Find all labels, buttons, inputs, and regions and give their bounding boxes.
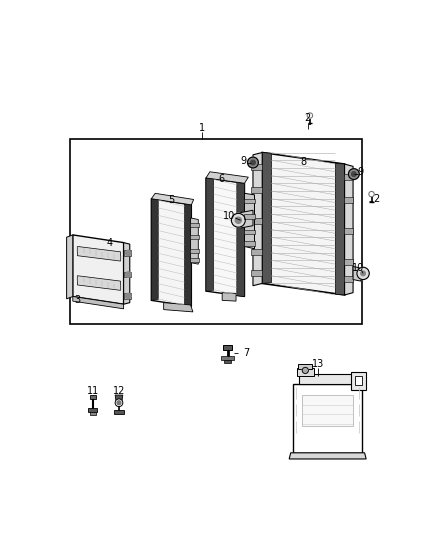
Polygon shape <box>115 395 123 400</box>
Bar <box>90 412 96 415</box>
Polygon shape <box>151 199 158 301</box>
Polygon shape <box>253 152 262 286</box>
Polygon shape <box>336 163 345 295</box>
Polygon shape <box>67 235 73 299</box>
Polygon shape <box>184 204 191 306</box>
Polygon shape <box>351 372 366 390</box>
Polygon shape <box>222 293 236 301</box>
Bar <box>244 241 255 246</box>
Bar <box>70 140 362 324</box>
Circle shape <box>126 251 131 256</box>
Bar <box>251 270 262 277</box>
Circle shape <box>126 272 131 277</box>
Bar <box>297 368 314 376</box>
Circle shape <box>247 157 258 168</box>
Circle shape <box>361 271 365 276</box>
Circle shape <box>126 294 131 299</box>
Polygon shape <box>78 246 120 261</box>
Polygon shape <box>240 210 253 228</box>
Polygon shape <box>78 276 120 290</box>
Circle shape <box>231 213 245 227</box>
Bar <box>124 272 131 277</box>
Text: 2: 2 <box>373 193 379 204</box>
Polygon shape <box>124 243 130 304</box>
Bar <box>344 259 353 265</box>
Bar <box>344 276 353 282</box>
Polygon shape <box>191 218 198 264</box>
Polygon shape <box>262 152 272 284</box>
Bar <box>344 174 353 180</box>
Polygon shape <box>164 303 193 312</box>
Bar <box>244 214 255 219</box>
Polygon shape <box>353 266 361 281</box>
Text: 10: 10 <box>223 212 235 221</box>
Bar <box>190 258 199 262</box>
Text: 7: 7 <box>244 348 250 358</box>
Polygon shape <box>151 193 194 205</box>
Polygon shape <box>206 172 248 183</box>
Text: 6: 6 <box>218 174 224 184</box>
Bar <box>251 249 262 255</box>
Text: 4: 4 <box>107 238 113 248</box>
Polygon shape <box>237 182 244 296</box>
Text: 1: 1 <box>199 123 205 133</box>
Bar <box>88 408 97 412</box>
Bar <box>244 199 255 203</box>
Bar <box>221 356 234 360</box>
Circle shape <box>115 399 123 407</box>
Bar <box>114 410 124 414</box>
Bar <box>298 364 312 369</box>
Bar <box>355 376 362 385</box>
Text: 9: 9 <box>240 156 246 166</box>
Polygon shape <box>244 193 254 249</box>
Bar <box>190 235 199 239</box>
Circle shape <box>251 160 255 165</box>
Bar <box>90 395 96 399</box>
Text: 8: 8 <box>301 157 307 167</box>
Bar <box>251 218 262 224</box>
Text: 13: 13 <box>311 359 324 369</box>
Circle shape <box>235 217 241 223</box>
Bar <box>251 187 262 193</box>
Text: 2: 2 <box>304 113 311 123</box>
Bar <box>344 228 353 234</box>
Polygon shape <box>262 152 345 295</box>
Text: 3: 3 <box>74 295 81 305</box>
Polygon shape <box>73 296 124 309</box>
Bar <box>344 197 353 203</box>
Circle shape <box>302 367 308 374</box>
Polygon shape <box>293 384 362 453</box>
Bar <box>190 223 199 227</box>
Polygon shape <box>345 164 353 295</box>
Bar <box>224 360 231 363</box>
Bar <box>124 251 131 256</box>
Bar <box>302 395 353 426</box>
Circle shape <box>357 267 369 280</box>
Text: 5: 5 <box>168 195 174 205</box>
Polygon shape <box>151 199 191 306</box>
Circle shape <box>352 172 356 176</box>
Circle shape <box>117 401 121 405</box>
Polygon shape <box>206 178 214 291</box>
Bar <box>124 294 131 299</box>
Bar <box>244 230 255 234</box>
Circle shape <box>349 168 359 180</box>
Bar <box>223 345 232 350</box>
Text: 12: 12 <box>113 386 125 396</box>
Polygon shape <box>73 235 124 304</box>
Polygon shape <box>299 374 356 384</box>
Polygon shape <box>289 453 366 459</box>
Bar <box>190 249 199 253</box>
Text: 11: 11 <box>87 386 99 396</box>
Polygon shape <box>206 178 244 296</box>
Text: 9: 9 <box>358 167 364 177</box>
Bar <box>251 164 262 170</box>
Text: 10: 10 <box>352 263 364 273</box>
